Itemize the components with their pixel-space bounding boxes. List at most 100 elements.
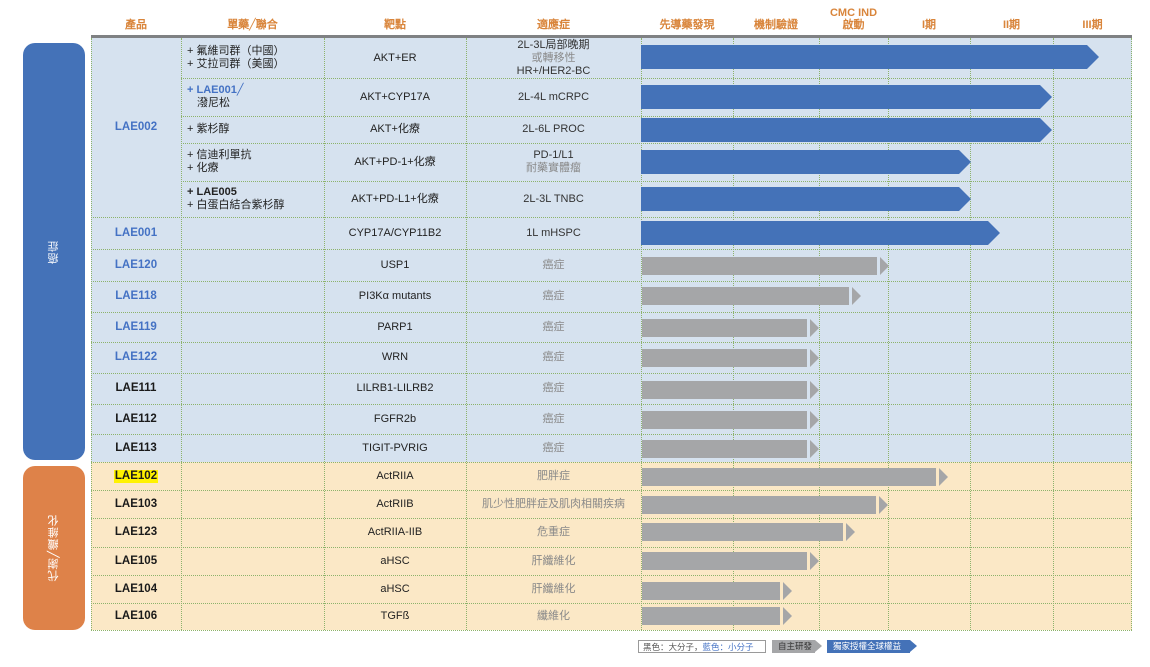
- pipeline-bar-self: [642, 496, 888, 514]
- header-indication: 適應症: [537, 19, 570, 31]
- product-cell: LAE105: [91, 547, 181, 575]
- pipeline-bar-self: [642, 523, 855, 541]
- combo-line: + 氟維司群（中國）: [187, 45, 285, 57]
- target-cell: aHSC: [380, 582, 410, 595]
- target-cell: LILRB1-LILRB2: [356, 382, 434, 394]
- combo-line: + 艾拉司群（美國）: [187, 58, 285, 70]
- target-cell: FGFR2b: [373, 412, 417, 425]
- grid-hline: [91, 462, 1132, 463]
- pipeline-bar-licensed: [641, 187, 971, 211]
- product-name: LAE103: [114, 497, 158, 510]
- grid-vline: [888, 38, 889, 630]
- indication-cell: 癌症: [542, 382, 565, 394]
- product-name-highlighted: LAE102: [113, 469, 159, 483]
- product-cell: LAE113: [91, 434, 181, 462]
- combo-line: + 信迪利單抗: [187, 149, 252, 161]
- grid-vline: [641, 38, 642, 630]
- header-cmc-line1: CMC IND: [829, 7, 878, 19]
- indication-cell: 肝纖維化: [531, 582, 576, 595]
- header-phase-3: III期: [1082, 19, 1103, 31]
- target-cell: AKT+PD-1+化療: [354, 155, 436, 168]
- pipeline-bar-self: [642, 552, 819, 570]
- legend-small-molecule: 藍色：小分子: [702, 641, 754, 652]
- target-cell: CYP17A/CYP11B2: [348, 226, 442, 239]
- grid-hline: [91, 373, 1132, 374]
- product-cell: LAE112: [91, 404, 181, 434]
- target-cell: USP1: [380, 258, 410, 271]
- combo-cell: + 氟維司群（中國） + 艾拉司群（美國）: [181, 38, 324, 78]
- indication-cell: 2L-4L mCRPC: [517, 90, 590, 103]
- target-cell: AKT+PD-L1+化療: [351, 192, 439, 205]
- combo-line: + 化療: [187, 162, 219, 174]
- product-name: LAE001: [114, 226, 158, 239]
- indication-cell: 2L-6L PROC: [522, 123, 585, 135]
- pipeline-bar-self: [642, 381, 819, 399]
- grid-vline: [819, 38, 820, 630]
- legend-large-molecule: 黑色：大分子，: [643, 641, 703, 652]
- product-cell: LAE103: [91, 490, 181, 518]
- grid-hline: [91, 404, 1132, 405]
- legend-licensed-label: 獨家授權全球權益: [833, 641, 902, 651]
- header-phase-mechanism: 機制驗證: [754, 19, 798, 31]
- indication-line: HR+/HER2-BC: [516, 64, 591, 77]
- indication-cell: 肝纖維化: [531, 554, 576, 567]
- grid-hline: [91, 312, 1132, 313]
- grid-hline: [91, 630, 1132, 631]
- grid-vline: [181, 38, 182, 630]
- pipeline-bar-licensed: [641, 45, 1099, 69]
- indication-cell: 2L-3L局部晚期 或轉移性 HR+/HER2-BC: [466, 38, 641, 78]
- target-cell: PARP1: [377, 320, 413, 333]
- indication-cell: 癌症: [542, 441, 565, 454]
- target-cell: TGFß: [380, 610, 410, 622]
- product-name: LAE104: [114, 582, 158, 595]
- grid-vline: [970, 38, 971, 630]
- product-name: LAE113: [115, 441, 157, 454]
- target-cell: aHSC: [380, 554, 410, 567]
- section-band-metabolic: 代謝╱纖維化: [23, 466, 85, 630]
- indication-cell: PD-1/L1 耐藥實體瘤: [466, 143, 641, 181]
- grid-hline: [91, 603, 1132, 604]
- indication-cell: 肌少性肥胖症及肌肉相關疾病: [482, 497, 625, 510]
- product-name: LAE119: [115, 320, 157, 333]
- product-cell: LAE120: [91, 249, 181, 281]
- pipeline-bar-self: [642, 257, 889, 275]
- combo-line: + LAE005: [187, 186, 237, 198]
- indication-cell: 肥胖症: [537, 469, 570, 482]
- legend-self-developed: 自主研發: [772, 640, 822, 653]
- grid-vline: [1053, 38, 1054, 630]
- product-cell: LAE119: [91, 312, 181, 342]
- product-name: LAE105: [114, 554, 158, 567]
- pipeline-bar-self: [642, 319, 819, 337]
- product-name: LAE112: [115, 412, 157, 425]
- pipeline-bar-self: [642, 582, 792, 600]
- grid-hline: [181, 116, 1132, 117]
- grid-hline: [181, 78, 1132, 79]
- product-name: LAE111: [115, 382, 157, 394]
- product-name: LAE106: [114, 610, 158, 622]
- product-name: LAE120: [114, 258, 158, 271]
- product-cell: LAE111: [91, 373, 181, 404]
- pipeline-bar-self: [642, 287, 861, 305]
- legend-licensed: 獨家授權全球權益: [827, 640, 917, 653]
- pipeline-bar-self: [642, 440, 819, 458]
- target-cell: WRN: [381, 351, 409, 363]
- pipeline-bar-self: [642, 349, 819, 367]
- indication-line: PD-1/L1: [533, 149, 574, 161]
- header-target: 靶點: [384, 19, 406, 31]
- indication-line: 或轉移性: [531, 51, 576, 64]
- pipeline-bar-self: [642, 468, 948, 486]
- pipeline-bar-licensed: [641, 150, 971, 174]
- section-label-oncology: 癌症: [48, 239, 60, 264]
- combo-cell: + 紫杉醇: [181, 116, 324, 143]
- pipeline-bar-self: [642, 607, 792, 625]
- product-cell: LAE001: [91, 217, 181, 249]
- grid-hline: [91, 547, 1132, 548]
- section-label-metabolic: 代謝╱纖維化: [48, 514, 60, 582]
- target-cell: AKT+化療: [370, 123, 420, 135]
- pipeline-bar-licensed: [641, 118, 1052, 142]
- target-cell: TIGIT-PVRIG: [362, 441, 428, 454]
- grid-hline: [181, 143, 1132, 144]
- pipeline-bar-licensed: [641, 85, 1052, 109]
- target-cell: PI3Kα mutants: [358, 290, 432, 302]
- pipeline-bar-licensed: [641, 221, 1000, 245]
